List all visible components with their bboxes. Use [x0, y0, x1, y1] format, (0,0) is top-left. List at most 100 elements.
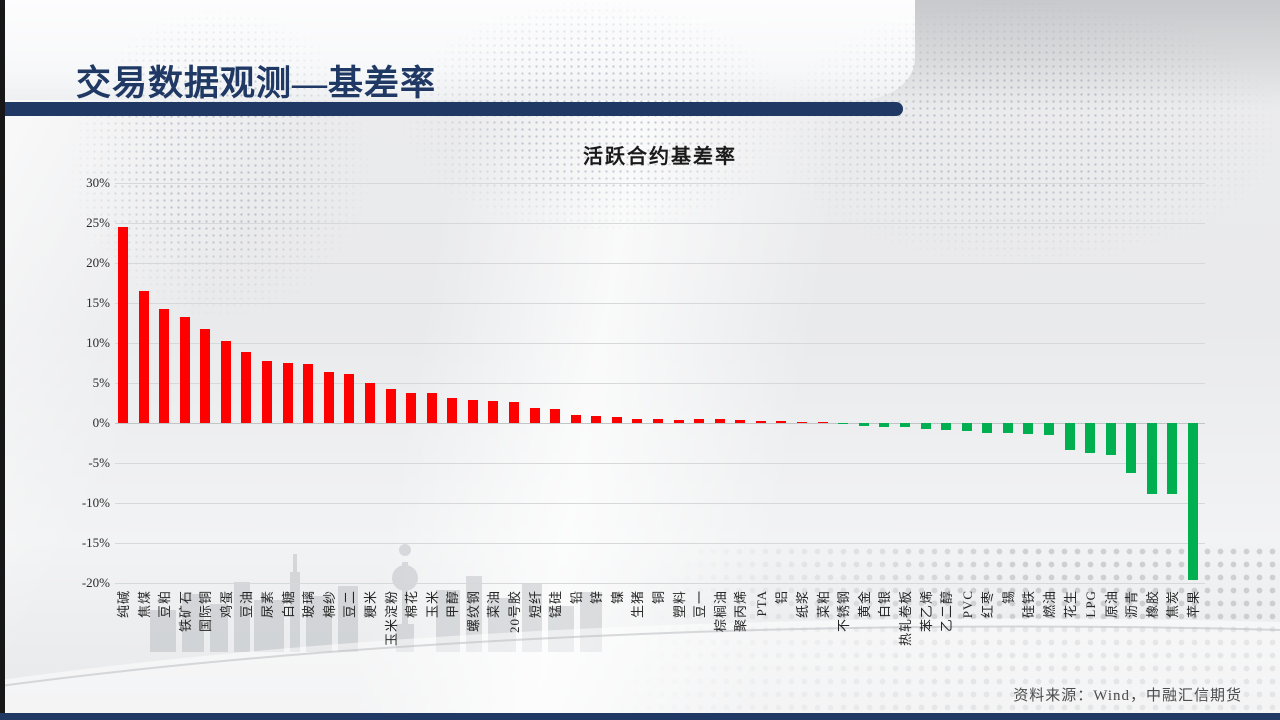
- bar: [735, 419, 746, 423]
- left-edge-bar: [0, 0, 5, 720]
- page-title: 交易数据观测—基差率: [76, 64, 437, 104]
- x-tick-label: 棉纱: [321, 590, 337, 619]
- bar: [1023, 423, 1034, 435]
- x-tick-label: 玉米淀粉: [383, 590, 399, 647]
- bar: [241, 351, 252, 423]
- x-tick-label: 聚丙烯: [733, 590, 749, 633]
- bar: [323, 371, 334, 423]
- bar: [138, 291, 149, 423]
- y-tick-label: -10%: [81, 495, 110, 510]
- gridline: [115, 463, 1205, 464]
- y-tick-label: 10%: [86, 335, 110, 350]
- x-tick-label: 玻璃: [301, 590, 317, 619]
- bar: [776, 421, 787, 423]
- bar: [1002, 423, 1013, 434]
- x-tick-label: 铜: [651, 590, 666, 605]
- bar: [1043, 423, 1054, 435]
- bar: [179, 317, 190, 423]
- x-tick-label: 尿素: [260, 590, 276, 619]
- bar: [941, 423, 952, 430]
- x-tick-label: 锌: [589, 590, 605, 605]
- x-tick-label: 豆二: [342, 590, 358, 619]
- bar: [406, 392, 417, 423]
- gridline: [115, 543, 1205, 544]
- bar: [1064, 423, 1075, 451]
- x-tick-label: 焦煤: [136, 590, 152, 619]
- gridline: [115, 383, 1205, 384]
- bar: [653, 419, 663, 423]
- bar: [899, 423, 910, 428]
- bar: [385, 388, 396, 423]
- x-tick-label: 塑料: [671, 590, 687, 619]
- header-band: [0, 0, 915, 100]
- x-tick-label: 棕榈油: [712, 590, 728, 633]
- x-tick-label: 镍: [609, 590, 625, 605]
- bar: [1188, 423, 1198, 580]
- x-tick-label: 铝: [774, 590, 790, 605]
- x-tick-label: 红枣: [980, 590, 996, 619]
- x-tick-label: 玉米: [424, 590, 440, 619]
- y-tick-label: 20%: [86, 255, 110, 270]
- bar: [118, 227, 128, 423]
- x-tick-label: 鸡蛋: [218, 590, 234, 619]
- x-tick-label: 纯碱: [116, 590, 131, 619]
- y-tick-label: -20%: [81, 575, 110, 590]
- bar: [755, 420, 766, 423]
- bar: [714, 419, 725, 423]
- bar: [673, 419, 684, 423]
- gridline: [115, 343, 1205, 344]
- x-tick-label: 白糖: [280, 590, 296, 619]
- x-tick-label: PTA: [753, 590, 769, 617]
- x-tick-label: 苯乙烯: [918, 590, 934, 633]
- x-tick-label: 乙二醇: [939, 590, 955, 633]
- bar: [488, 401, 499, 423]
- x-tick-label: 纸浆: [795, 590, 811, 619]
- bar: [262, 361, 273, 423]
- title-underline: [0, 102, 903, 116]
- bottom-strip: [0, 713, 1280, 720]
- x-tick-label: 20号胶: [506, 590, 522, 634]
- bar: [694, 419, 705, 423]
- bar: [591, 415, 602, 423]
- bar: [447, 398, 458, 423]
- x-tick-label: 锰硅: [548, 590, 564, 619]
- y-tick-label: 30%: [86, 175, 110, 190]
- x-tick-label: 黄金: [856, 590, 872, 619]
- x-tick-label: 不锈钢: [836, 590, 852, 633]
- bar: [1105, 423, 1116, 455]
- bar: [344, 374, 355, 423]
- y-tick-label: -5%: [88, 455, 110, 470]
- chart-title: 活跃合约基差率: [583, 146, 737, 168]
- header-gray-gradient: [870, 0, 1280, 108]
- gridline: [115, 423, 1205, 424]
- bar: [282, 363, 293, 423]
- bar: [364, 383, 375, 423]
- y-tick-label: 15%: [86, 295, 110, 310]
- gridline: [115, 263, 1205, 264]
- bar: [426, 393, 437, 423]
- bar: [529, 407, 540, 423]
- bar: [467, 399, 478, 423]
- x-tick-label: 生猪: [630, 590, 646, 619]
- bar: [200, 328, 211, 423]
- bar: [570, 415, 581, 423]
- x-tick-label: 热轧卷板: [897, 590, 913, 647]
- bar: [817, 422, 828, 423]
- x-tick-label: 国际铜: [198, 590, 214, 633]
- gridline: [115, 183, 1205, 184]
- bar: [508, 402, 519, 423]
- x-tick-label: 铅: [568, 590, 584, 605]
- x-tick-label: 豆油: [239, 590, 255, 619]
- source-note: 资料来源：Wind，中融汇信期货: [1013, 688, 1242, 704]
- gridline: [115, 303, 1205, 304]
- y-tick-label: 25%: [86, 215, 110, 230]
- bar: [1126, 423, 1137, 473]
- bar: [611, 416, 622, 423]
- bar: [220, 341, 231, 423]
- gridline: [115, 503, 1205, 504]
- x-tick-label: 螺纹钢: [465, 590, 481, 633]
- bar: [858, 423, 869, 426]
- gridline: [115, 583, 1205, 584]
- bar: [159, 308, 170, 423]
